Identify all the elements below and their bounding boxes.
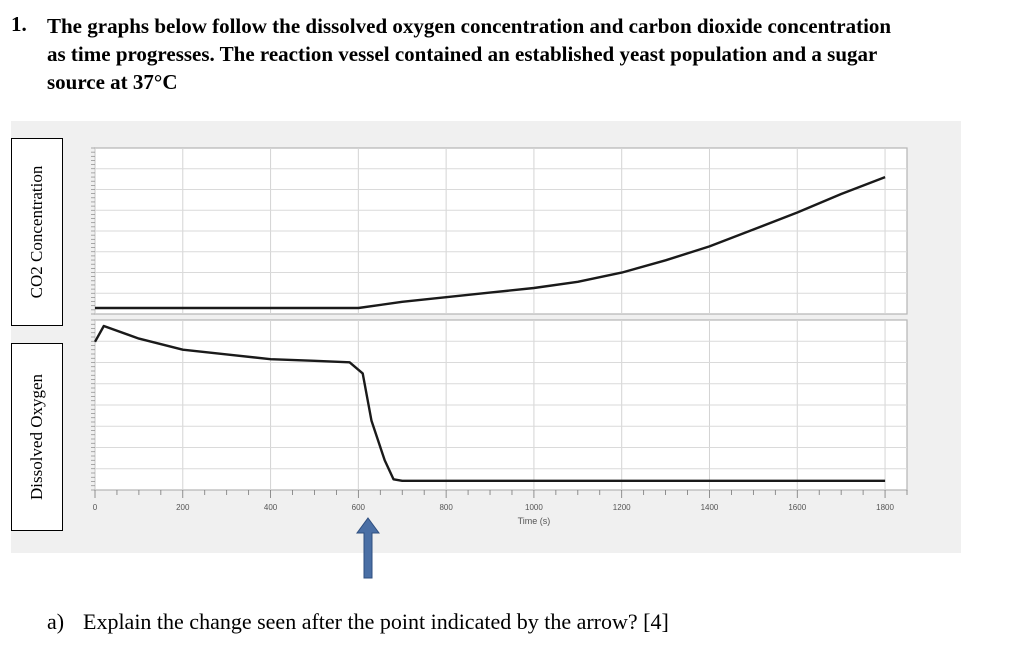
x-tick-label: 800	[439, 503, 453, 512]
x-tick-label: 1000	[525, 503, 543, 512]
part-a-label: a)	[47, 609, 65, 634]
x-tick-label: 1400	[701, 503, 719, 512]
co2-ylabel-box: CO2 Concentration	[11, 138, 63, 326]
x-tick-label: 1800	[876, 503, 894, 512]
x-tick-label: 600	[352, 503, 366, 512]
x-tick-label: 200	[176, 503, 190, 512]
part-a-question: a) Explain the change seen after the poin…	[47, 609, 669, 635]
co2-series-line	[95, 175, 886, 310]
graph-svg: 0 200 400 600 800 1000 1200 1400 1600 1800 Time (s…	[91, 147, 908, 526]
x-tick-label: 1200	[613, 503, 631, 512]
x-tick-label: 400	[264, 503, 278, 512]
x-tick-label: 1600	[788, 503, 806, 512]
up-arrow-icon	[356, 517, 380, 579]
graph-figure: 0 200 400 600 800 1000 1200 1400 1600 1800 Time (s…	[11, 121, 961, 553]
question-number: 1.	[11, 12, 27, 36]
question-line: as time progresses. The reaction vessel …	[47, 42, 878, 66]
x-tick-label: 0	[93, 503, 98, 512]
oxygen-series-line	[93, 324, 886, 482]
x-axis-label: Time (s)	[518, 516, 551, 526]
question-line: The graphs below follow the dissolved ox…	[47, 14, 892, 38]
oxygen-ylabel: Dissolved Oxygen	[27, 373, 46, 501]
co2-ylabel: CO2 Concentration	[27, 165, 46, 299]
question-text: The graphs below follow the dissolved ox…	[47, 12, 1007, 96]
question-line: source at 37°C	[47, 70, 178, 94]
part-a-text: Explain the change seen after the point …	[83, 609, 669, 634]
oxygen-ylabel-box: Dissolved Oxygen	[11, 343, 63, 531]
